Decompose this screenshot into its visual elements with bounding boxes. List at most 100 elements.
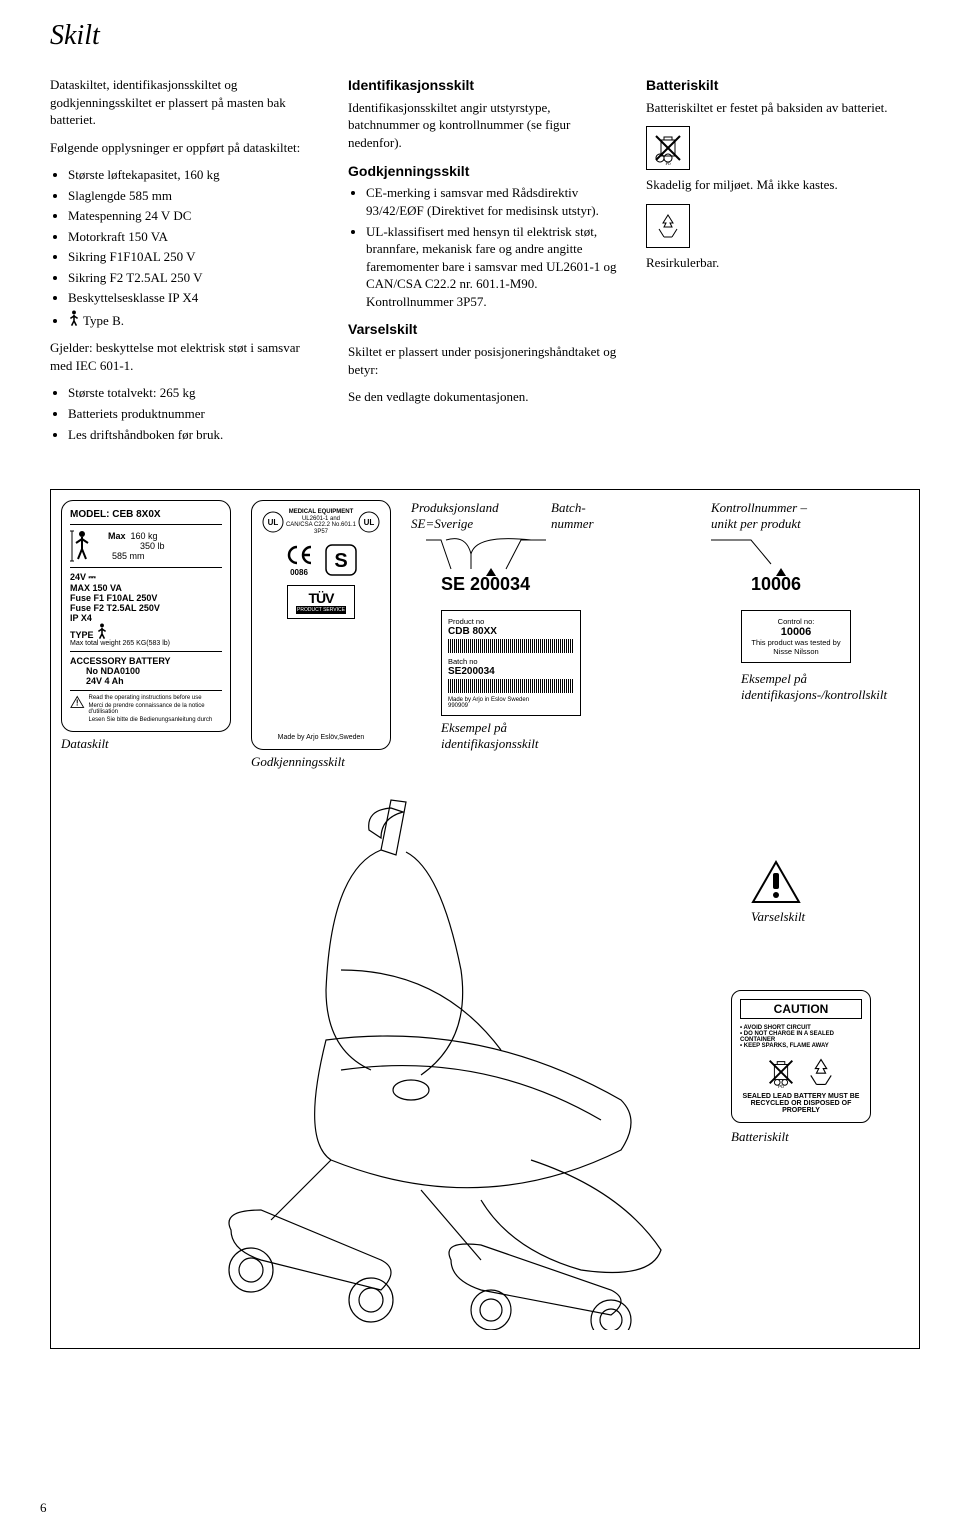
batteriskilt-caption: Batteriskilt [731,1129,871,1145]
col2-p1: Identifikasjonsskiltet angir utstyrstype… [348,99,622,152]
type-b-label: Type B. [83,313,124,328]
ctrl-tested: This product was tested by [748,638,844,647]
ul-icon: UL [262,511,284,533]
no-dispose-icon: Pb [646,126,690,170]
caution-head: CAUTION [740,999,862,1019]
dataskilt-caption: Dataskilt [61,736,231,752]
prod-country-label: Produksjonsland SE=Sverige [411,500,521,531]
svg-text:Pb: Pb [778,1084,784,1089]
chair-drawing-icon [181,790,741,1330]
va-line: MAX 150 VA [70,583,122,593]
max-kg: 160 kg [131,531,158,541]
ul-icon: UL [358,511,380,533]
control-plate: Control no: 10006 This product was teste… [741,610,851,663]
list-item: Største løftekapasitet, 160 kg [68,166,324,184]
warning-triangle-icon [751,860,801,904]
godkjenning-caption: Godkjenningsskilt [251,754,391,770]
col1-gjelder: Gjelder: beskyttelse mot elektrisk støt … [50,339,324,374]
made-by: Made by Arjo Eslöv,Sweden [278,734,365,741]
fuse1: Fuse F1 F10AL 250V [70,593,157,603]
person-lift-icon [70,529,102,563]
col2-list: CE-merking i samsvar med Rådsdirektiv 93… [348,184,622,310]
svg-text:UL: UL [364,518,375,527]
tuv-icon: TÜV PRODUCT SERVICE [287,585,355,619]
col3-p1: Batteriskiltet er festet på baksiden av … [646,99,920,117]
id-made: Made by Arjo in Eslov Sweden 990909 [448,697,574,709]
page-number: 6 [40,1500,47,1516]
max-weight: Max total weight 265 KG(583 lb) [70,640,222,647]
list-item-type: Type B. [68,310,324,329]
acc-no: No NDA0100 [86,666,140,676]
col3-h1: Batteriskilt [646,76,920,95]
list-item: Sikring F2 T2.5AL 250 V [68,269,324,287]
col3-cap2: Resirkulerbar. [646,254,920,272]
column-2: Identifikasjonsskilt Identifikasjonsskil… [348,76,622,453]
caution-plate: CAUTION AVOID SHORT CIRCUIT DO NOT CHARG… [731,990,871,1123]
se-code: SE 200034 [441,574,530,595]
s-mark-icon: S [324,543,358,577]
svg-text:Pb: Pb [665,162,671,166]
acc-v: 24V 4 Ah [86,676,124,686]
id-plate: Product no CDB 80XX Batch no SE200034 Ma… [441,610,581,716]
ctrl-no: 10006 [748,626,844,638]
varsel-caption: Varselskilt [751,909,805,925]
list-item: Les driftshåndboken før bruk. [68,426,324,444]
svg-text:UL: UL [268,518,279,527]
list-item: Motorkraft 150 VA [68,228,324,246]
three-column-text: Dataskiltet, identifikasjonsskiltet og g… [50,76,920,453]
read-de: Lesen Sie bitte die Bedienungsanleitung … [89,717,223,723]
max-lb: 350 lb [108,541,165,551]
ip-line: IP X4 [70,613,92,623]
person-icon [68,310,80,327]
read-fr: Merci de prendre connaissance de la noti… [89,703,223,715]
fuse2: Fuse F2 T2.5AL 250V [70,603,160,613]
max-label: Max [108,531,126,541]
col1-lead: Følgende opplysninger er oppført på data… [50,139,324,157]
ctrl-no-big: 10006 [751,574,801,595]
labels-panel: Produksjonsland SE=Sverige Batch- nummer… [50,489,920,1349]
read-en: Read the operating instructions before u… [89,695,223,701]
col2-p4: Se den vedlagte dokumentasjonen. [348,388,622,406]
id-caption: Eksempel på identifikasjonsskilt [441,720,581,752]
column-3: Batteriskilt Batteriskiltet er festet på… [646,76,920,453]
ce-icon [284,544,314,566]
caution-body: SEALED LEAD BATTERY MUST BE RECYCLED OR … [740,1093,862,1114]
list-item: UL-klassifisert med hensyn til elektrisk… [366,223,622,311]
no-dispose-icon: Pb [764,1055,798,1089]
list-item: Beskyttelsesklasse IP X4 [68,289,324,307]
col2-h3: Varselskilt [348,320,622,339]
list-item: Største totalvekt: 265 kg [68,384,324,402]
col2-p3: Skiltet er plassert under posisjonerings… [348,343,622,378]
volt-line: 24V ⎓ [70,572,96,582]
col1-list: Største løftekapasitet, 160 kg Slaglengd… [50,166,324,329]
stroke: 585 mm [108,551,165,561]
svg-text:S: S [334,550,347,572]
batch-label: Batch no [448,657,574,666]
ctrl-label: Control no: [748,617,844,626]
approval-plate: UL MEDICAL EQUIPMENT UL2601-1 and CAN/CS… [251,500,391,750]
prod-label: Product no [448,617,574,626]
ce-number: 0086 [284,568,314,577]
ul-text: UL2601-1 and CAN/CSA C22.2 No.601.1 3P57 [286,516,356,535]
barcode-icon [448,679,574,693]
ctrl-name: Nisse Nilsson [748,647,844,656]
col3-cap1: Skadelig for miljøet. Må ikke kastes. [646,176,920,194]
prod-no: CDB 80XX [448,626,574,637]
col1-list2: Største totalvekt: 265 kg Batteriets pro… [50,384,324,443]
batch-label: Batch- nummer [551,500,621,531]
ctrl-label: Kontrollnummer – unikt per produkt [711,500,861,531]
caution-line: DO NOT CHARGE IN A SEALED CONTAINER [740,1031,862,1043]
acc-batt: ACCESSORY BATTERY [70,656,171,666]
column-1: Dataskiltet, identifikasjonsskiltet og g… [50,76,324,453]
list-item: Slaglengde 585 mm [68,187,324,205]
page-title: Skilt [50,20,920,52]
recycle-icon [646,204,690,248]
list-item: Sikring F1F10AL 250 V [68,248,324,266]
warning-triangle-icon: ! [70,695,85,709]
svg-text:!: ! [76,699,79,708]
batch-no: SE200034 [448,666,574,677]
model-line: MODEL: CEB 8X0X [70,509,222,520]
col2-h1: Identifikasjonsskilt [348,76,622,95]
recycle-icon [804,1055,838,1089]
list-item: CE-merking i samsvar med Rådsdirektiv 93… [366,184,622,219]
